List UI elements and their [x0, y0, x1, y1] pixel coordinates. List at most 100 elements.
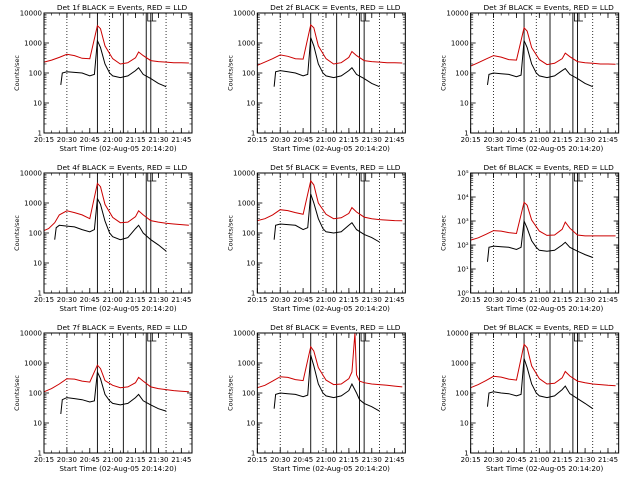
x-tick-label: 21:45	[598, 296, 618, 304]
bracket-mark	[578, 333, 583, 342]
x-tick-label: 21:30	[575, 296, 595, 304]
x-tick-label: 21:45	[385, 456, 405, 464]
lld-series-line	[43, 364, 189, 393]
det-5f-panel: Det 5f BLACK = Events, RED = LLD 1 10 100 10…	[226, 163, 406, 313]
y-tick-label: 10⁵	[457, 170, 469, 178]
x-tick-label: 21:15	[125, 456, 145, 464]
x-tick-label: 20:45	[506, 136, 526, 144]
x-axis-label: Start Time (02-Aug-05 20:14:20)	[486, 304, 603, 313]
bracket-mark	[574, 173, 579, 182]
y-tick-label: 1	[38, 130, 42, 138]
y-tick-label: 10	[246, 260, 255, 268]
x-tick-label: 20:45	[80, 296, 100, 304]
panel-title: Det 5f BLACK = Events, RED = LLD	[270, 163, 401, 172]
panel-title: Det 3f BLACK = Events, RED = LLD	[483, 3, 614, 12]
lld-series-line	[470, 201, 616, 241]
bracket-mark	[360, 333, 366, 342]
y-tick-label: 100	[242, 390, 255, 398]
x-tick-label: 21:00	[529, 296, 549, 304]
panel-title: Det 2f BLACK = Events, RED = LLD	[270, 3, 401, 12]
x-tick-label: 20:45	[506, 456, 526, 464]
panel-title: Det 8f BLACK = Events, RED = LLD	[270, 323, 401, 332]
bracket-mark	[360, 173, 366, 182]
events-series-line	[273, 193, 380, 243]
x-tick-label: 21:30	[148, 456, 168, 464]
x-tick-label: 20:45	[506, 296, 526, 304]
x-tick-label: 21:15	[339, 136, 359, 144]
x-axis-label: Start Time (02-Aug-05 20:14:20)	[486, 144, 603, 153]
bracket-mark	[365, 333, 370, 342]
bracket-mark	[574, 13, 579, 22]
bracket-mark	[365, 13, 370, 22]
events-series-line	[486, 358, 594, 410]
x-tick-label: 21:45	[385, 296, 405, 304]
panel-title: Det 6f BLACK = Events, RED = LLD	[483, 163, 614, 172]
y-tick-label: 1000	[451, 360, 469, 368]
x-axis-label: Start Time (02-Aug-05 20:14:20)	[273, 304, 390, 313]
x-tick-label: 21:00	[316, 296, 336, 304]
y-tick-label: 10	[33, 420, 42, 428]
bracket-mark	[365, 173, 370, 182]
y-axis-label: Counts/sec	[13, 55, 21, 91]
x-tick-label: 20:30	[270, 136, 290, 144]
x-tick-label: 20:45	[80, 456, 100, 464]
x-tick-label: 20:15	[461, 136, 481, 144]
x-tick-label: 21:00	[316, 456, 336, 464]
y-tick-label: 10	[460, 420, 469, 428]
plot-frame	[43, 12, 193, 134]
y-tick-label: 1000	[24, 200, 42, 208]
x-tick-label: 20:45	[293, 456, 313, 464]
x-tick-label: 21:00	[103, 456, 123, 464]
bracket-mark	[578, 13, 583, 22]
y-tick-label: 10000	[446, 10, 468, 18]
x-tick-label: 20:45	[293, 136, 313, 144]
x-tick-label: 20:15	[247, 296, 267, 304]
x-tick-label: 21:30	[148, 136, 168, 144]
y-tick-label: 10	[33, 100, 42, 108]
y-tick-label: 1	[464, 130, 468, 138]
lld-series-line	[43, 182, 189, 232]
x-tick-label: 20:30	[483, 136, 503, 144]
y-tick-label: 1000	[238, 200, 256, 208]
y-tick-label: 10000	[20, 10, 42, 18]
lld-series-line	[257, 332, 403, 389]
y-tick-label: 10	[33, 260, 42, 268]
x-tick-label: 21:15	[125, 136, 145, 144]
y-tick-label: 10000	[446, 330, 468, 338]
x-axis-label: Start Time (02-Aug-05 20:14:20)	[486, 464, 603, 473]
x-tick-label: 21:45	[171, 136, 191, 144]
y-tick-label: 1000	[24, 360, 42, 368]
x-tick-label: 20:15	[34, 456, 54, 464]
y-axis-label: Counts/sec	[13, 375, 21, 411]
x-tick-label: 20:30	[483, 456, 503, 464]
y-axis-label: Counts/sec	[440, 375, 448, 411]
x-tick-label: 21:30	[575, 456, 595, 464]
y-tick-label: 10000	[233, 170, 255, 178]
y-tick-label: 10000	[233, 10, 255, 18]
y-tick-label: 1	[251, 450, 255, 458]
x-tick-label: 21:45	[598, 136, 618, 144]
x-tick-label: 21:30	[575, 136, 595, 144]
det-1f-panel: Det 1f BLACK = Events, RED = LLD 1 10 100 10…	[13, 3, 193, 153]
x-tick-label: 21:00	[316, 136, 336, 144]
bracket-mark	[151, 173, 157, 182]
y-tick-label: 1	[464, 450, 468, 458]
plot-frame	[43, 332, 193, 454]
x-tick-label: 20:30	[270, 296, 290, 304]
x-tick-label: 21:45	[598, 456, 618, 464]
y-axis-label: Counts/sec	[226, 375, 234, 411]
x-tick-label: 21:30	[148, 296, 168, 304]
lld-series-line	[257, 23, 403, 66]
panel-title: Det 9f BLACK = Events, RED = LLD	[483, 323, 614, 332]
y-tick-label: 10¹	[457, 266, 469, 274]
det-4f-panel: Det 4f BLACK = Events, RED = LLD 1 10 100 10…	[13, 163, 193, 313]
y-tick-label: 1000	[451, 40, 469, 48]
det-6f-panel: Det 6f BLACK = Events, RED = LLD 10⁰ 10¹ 10…	[440, 163, 620, 313]
y-tick-label: 100	[29, 230, 42, 238]
lld-series-line	[257, 179, 403, 222]
bracket-mark	[151, 13, 157, 22]
det-7f-panel: Det 7f BLACK = Events, RED = LLD 1 10 100 10…	[13, 323, 193, 473]
x-tick-label: 21:15	[552, 296, 572, 304]
x-tick-label: 20:30	[483, 296, 503, 304]
